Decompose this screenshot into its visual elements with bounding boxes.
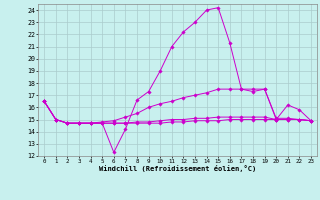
X-axis label: Windchill (Refroidissement éolien,°C): Windchill (Refroidissement éolien,°C)	[99, 165, 256, 172]
